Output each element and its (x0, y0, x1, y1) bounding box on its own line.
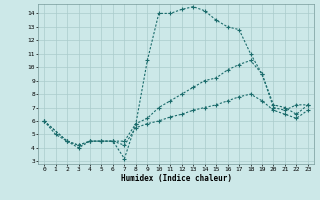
X-axis label: Humidex (Indice chaleur): Humidex (Indice chaleur) (121, 174, 231, 183)
